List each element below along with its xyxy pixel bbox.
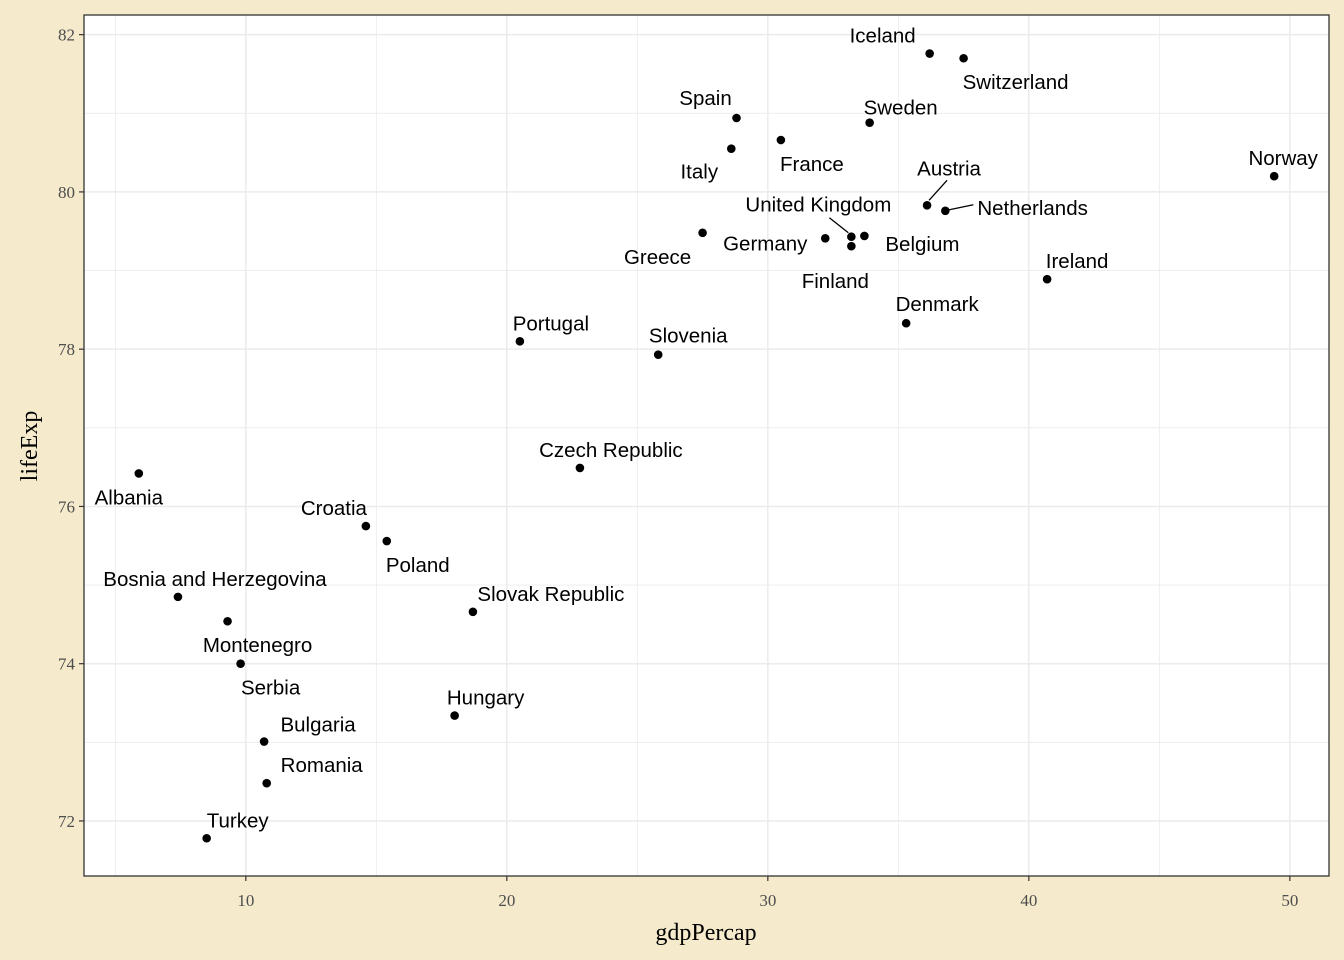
label-slovak-republic: Slovak Republic	[477, 583, 624, 606]
plot-panel	[84, 15, 1329, 876]
label-sweden: Sweden	[864, 97, 938, 120]
point-greece	[698, 228, 707, 238]
point-bulgaria	[259, 737, 269, 746]
label-portugal: Portugal	[513, 312, 589, 335]
label-germany: Germany	[723, 232, 808, 255]
point-turkey	[202, 833, 211, 843]
point-belgium	[860, 231, 869, 241]
y-tick-label: 80	[58, 183, 75, 202]
y-tick-label: 74	[58, 655, 76, 674]
label-romania: Romania	[281, 754, 364, 777]
data-points	[134, 49, 1279, 843]
label-united-kingdom: United Kingdom	[745, 194, 891, 217]
point-norway	[1269, 171, 1279, 181]
x-tick-label: 10	[237, 891, 254, 910]
label-slovenia: Slovenia	[649, 325, 728, 348]
x-tick-label: 30	[759, 891, 776, 910]
point-finland	[847, 241, 856, 251]
point-slovenia	[653, 350, 663, 359]
label-switzerland: Switzerland	[963, 71, 1069, 94]
point-labels: Iceland Switzerland Spain Sweden France Italy…	[95, 25, 1319, 833]
point-ireland	[1042, 274, 1052, 284]
label-leader-lines	[828, 179, 974, 234]
label-ireland: Ireland	[1046, 250, 1109, 273]
label-france: France	[780, 153, 844, 176]
point-austria	[922, 200, 932, 210]
label-poland: Poland	[386, 554, 450, 577]
y-tick-label: 82	[58, 26, 75, 45]
label-belgium: Belgium	[885, 233, 959, 256]
x-axis-ticks: 10 20 30 40 50	[237, 876, 1298, 910]
point-switzerland	[959, 53, 968, 63]
leader-austria	[928, 179, 948, 201]
point-iceland	[925, 49, 934, 58]
x-tick-label: 40	[1020, 891, 1037, 910]
label-finland: Finland	[802, 270, 869, 293]
point-france	[776, 135, 786, 145]
point-spain	[732, 113, 741, 123]
point-czech-republic	[575, 463, 585, 473]
point-germany	[820, 234, 830, 243]
leader-united-kingdom	[828, 217, 849, 234]
leader-netherlands	[949, 204, 974, 211]
label-serbia: Serbia	[241, 677, 301, 700]
x-tick-label: 50	[1281, 891, 1298, 910]
point-sweden	[865, 118, 874, 128]
point-bosnia-and-herzegovina	[173, 592, 183, 602]
x-tick-label: 20	[498, 891, 515, 910]
label-bosnia-and-herzegovina: Bosnia and Herzegovina	[103, 568, 327, 591]
label-bulgaria: Bulgaria	[280, 714, 356, 737]
grid-lines	[84, 15, 1329, 876]
label-czech-republic: Czech Republic	[539, 439, 683, 462]
label-hungary: Hungary	[447, 687, 525, 710]
x-axis-title: gdpPercap	[655, 920, 756, 946]
point-hungary	[450, 711, 459, 720]
label-montenegro: Montenegro	[203, 634, 312, 657]
point-portugal	[515, 337, 525, 346]
point-netherlands	[941, 206, 950, 216]
label-austria: Austria	[917, 157, 981, 180]
label-netherlands: Netherlands	[977, 197, 1088, 220]
point-romania	[262, 778, 272, 788]
label-greece: Greece	[624, 246, 691, 269]
y-tick-label: 72	[58, 812, 75, 831]
point-slovak-republic	[468, 607, 478, 617]
point-denmark	[901, 318, 911, 328]
point-montenegro	[223, 616, 232, 626]
label-croatia: Croatia	[301, 497, 368, 520]
label-norway: Norway	[1248, 147, 1318, 170]
y-tick-label: 78	[58, 340, 75, 359]
point-poland	[382, 536, 392, 546]
label-italy: Italy	[680, 161, 718, 184]
point-united-kingdom	[847, 232, 856, 242]
y-axis-ticks: 72 74 76 78 80 82	[58, 26, 84, 831]
y-tick-label: 76	[58, 497, 75, 516]
point-serbia	[236, 659, 245, 668]
label-albania: Albania	[95, 486, 164, 509]
label-iceland: Iceland	[850, 25, 916, 48]
label-turkey: Turkey	[207, 809, 270, 832]
y-axis-title: lifeExp	[17, 411, 43, 482]
label-spain: Spain	[679, 87, 731, 110]
point-croatia	[361, 521, 371, 531]
plot-border	[83, 14, 1330, 877]
point-italy	[726, 144, 736, 153]
point-albania	[134, 469, 144, 478]
label-denmark: Denmark	[896, 293, 980, 316]
